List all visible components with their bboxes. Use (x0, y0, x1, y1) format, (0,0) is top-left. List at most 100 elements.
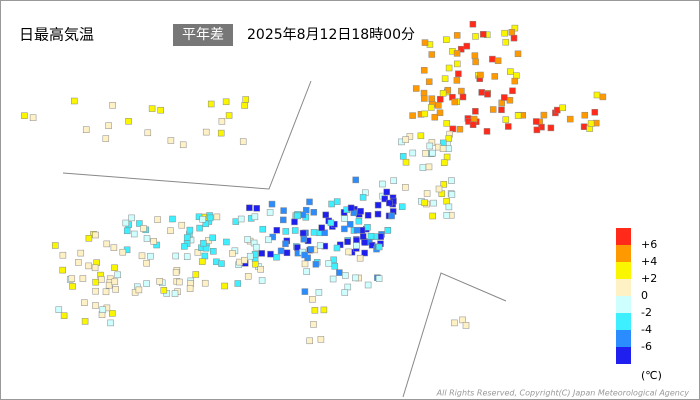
station-marker (213, 213, 221, 221)
station-marker (469, 20, 477, 28)
station-marker (532, 118, 540, 125)
station-marker (459, 93, 467, 101)
station-marker (105, 122, 112, 129)
station-marker (309, 296, 316, 303)
station-marker (241, 102, 248, 109)
station-marker (206, 214, 214, 222)
station-marker (533, 126, 541, 134)
station-marker (353, 226, 361, 234)
station-marker (119, 248, 127, 256)
station-marker (92, 231, 99, 239)
station-marker (318, 224, 325, 232)
station-marker (310, 229, 318, 236)
station-marker (280, 207, 287, 214)
station-marker (359, 233, 367, 240)
station-marker (234, 280, 242, 287)
station-marker (143, 235, 151, 242)
title: 日最高気温 (19, 26, 94, 44)
station-marker (232, 218, 240, 225)
station-marker (252, 243, 260, 251)
station-marker (140, 225, 147, 232)
station-marker (172, 252, 179, 260)
station-marker (154, 216, 161, 223)
station-marker (77, 249, 85, 257)
station-marker (192, 271, 200, 278)
legend-swatch (616, 330, 631, 347)
station-marker (103, 240, 111, 248)
station-marker (201, 252, 209, 260)
station-marker (21, 112, 28, 119)
station-marker (402, 136, 409, 143)
station-marker (390, 177, 397, 184)
station-marker (217, 129, 225, 137)
station-marker (307, 246, 315, 253)
station-marker (112, 286, 119, 293)
station-marker (502, 38, 509, 46)
station-marker (122, 219, 130, 227)
station-marker (357, 207, 364, 215)
station-marker (559, 104, 566, 112)
station-marker (267, 250, 274, 258)
station-marker (125, 118, 132, 125)
station-marker (223, 238, 230, 246)
station-marker (59, 266, 66, 274)
station-marker (150, 238, 157, 245)
station-marker (322, 211, 329, 219)
station-marker (69, 283, 76, 290)
station-marker (128, 214, 135, 222)
station-marker (384, 227, 392, 234)
station-marker (136, 220, 143, 227)
station-marker (147, 252, 154, 260)
station-marker (353, 242, 360, 249)
station-marker (85, 262, 92, 270)
station-marker (202, 128, 210, 136)
station-marker (244, 273, 252, 280)
station-marker (352, 176, 359, 184)
station-marker (52, 242, 59, 249)
station-marker (183, 234, 191, 241)
station-marker (277, 247, 285, 255)
station-marker (320, 306, 328, 314)
station-marker (489, 106, 497, 113)
station-marker (501, 94, 508, 101)
station-marker (300, 235, 308, 243)
mode-label: 平年差 (182, 27, 224, 43)
station-marker (102, 288, 110, 296)
station-marker (251, 213, 259, 221)
station-marker (273, 227, 281, 234)
station-marker (456, 125, 464, 133)
station-marker (82, 126, 90, 133)
station-marker (386, 199, 393, 207)
station-marker (443, 153, 451, 161)
station-marker (399, 153, 407, 160)
station-marker (509, 87, 516, 95)
station-marker (181, 243, 188, 250)
station-marker (280, 216, 287, 224)
station-marker (428, 95, 436, 102)
station-marker (506, 97, 514, 104)
station-marker (514, 50, 522, 58)
station-marker (207, 100, 215, 108)
station-marker (591, 109, 599, 116)
station-marker (265, 236, 272, 244)
station-marker (258, 250, 266, 257)
station-marker (342, 272, 349, 279)
station-marker (55, 306, 63, 313)
legend-label: +2 (641, 272, 657, 285)
station-marker (421, 95, 428, 102)
station-marker (510, 34, 518, 42)
legend-swatch (616, 262, 631, 279)
legend-swatch (616, 313, 631, 330)
station-marker (99, 306, 107, 313)
station-marker (221, 282, 228, 290)
station-marker (333, 244, 341, 252)
station-marker (381, 195, 388, 203)
station-marker (312, 261, 320, 268)
station-marker (417, 132, 425, 140)
station-marker (301, 260, 309, 268)
station-marker (437, 95, 444, 103)
station-marker (178, 221, 186, 229)
station-marker (448, 177, 455, 184)
station-marker (328, 200, 335, 208)
